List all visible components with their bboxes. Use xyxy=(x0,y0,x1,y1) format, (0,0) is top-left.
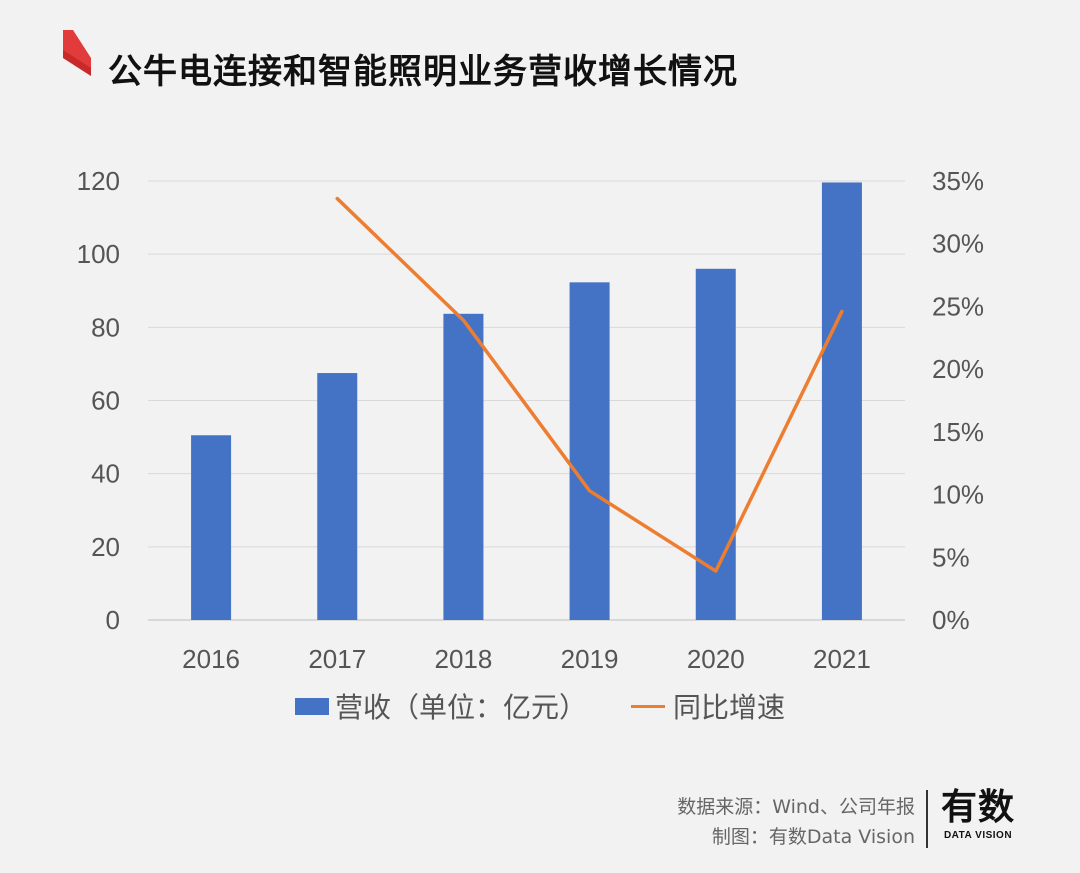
bar xyxy=(443,313,484,620)
source-line: 数据来源：Wind、公司年报 xyxy=(677,796,915,818)
source-note: 数据来源：Wind、公司年报 制图：有数Data Vision xyxy=(677,792,915,852)
y-right-tick-label: 20% xyxy=(932,354,984,384)
left-axis: 0 20 40 60 80 100 120 xyxy=(77,166,120,635)
y-right-tick-label: 25% xyxy=(932,291,984,321)
growth-line xyxy=(335,196,844,573)
right-axis: 0% 5% 10% 15% 20% 25% 30% 35% xyxy=(932,166,984,635)
x-tick-label: 2016 xyxy=(182,644,240,674)
page-title: 公牛电连接和智能照明业务营收增长情况 xyxy=(108,52,738,92)
legend-label-growth: 同比增速 xyxy=(673,691,786,724)
brand-logo-cn: 有数 xyxy=(940,787,1015,828)
bar xyxy=(191,435,232,620)
y-right-tick-label: 5% xyxy=(932,542,970,572)
y-left-tick-label: 20 xyxy=(91,532,120,562)
combo-chart: 0 20 40 60 80 100 120 0% 5% 10% 15% 20% 25% 30% 35% 2… xyxy=(77,166,984,674)
y-right-tick-label: 15% xyxy=(932,417,984,447)
revenue-bars xyxy=(191,182,862,621)
x-tick-label: 2020 xyxy=(687,644,745,674)
x-tick-label: 2021 xyxy=(813,644,871,674)
legend-label-revenue: 营收（单位：亿元） xyxy=(334,691,587,724)
growth-line-path xyxy=(335,196,844,573)
y-right-tick-label: 35% xyxy=(932,166,984,196)
legend: 营收（单位：亿元） 同比增速 xyxy=(0,686,1080,726)
x-tick-label: 2019 xyxy=(561,644,619,674)
bar xyxy=(821,182,862,621)
y-left-tick-label: 100 xyxy=(77,239,120,269)
header-accent-icon xyxy=(63,30,91,76)
bar xyxy=(317,373,358,620)
y-left-tick-label: 80 xyxy=(91,312,120,342)
brand-divider xyxy=(926,790,928,848)
legend-line-swatch xyxy=(631,704,665,708)
y-left-tick-label: 60 xyxy=(91,386,120,416)
y-right-tick-label: 0% xyxy=(932,605,970,635)
legend-item-revenue: 营收（单位：亿元） xyxy=(294,686,587,726)
y-left-tick-label: 120 xyxy=(77,166,120,196)
x-axis: 2016 2017 2018 2019 2020 2021 xyxy=(182,644,871,674)
y-right-tick-label: 10% xyxy=(932,480,984,510)
bar xyxy=(569,282,610,620)
y-left-tick-label: 40 xyxy=(91,459,120,489)
y-right-tick-label: 30% xyxy=(932,229,984,259)
x-tick-label: 2017 xyxy=(308,644,366,674)
y-left-tick-label: 0 xyxy=(106,605,120,635)
legend-item-growth: 同比增速 xyxy=(631,686,785,726)
brand-logo: 有数 DATA VISION xyxy=(938,786,1018,841)
gridlines xyxy=(148,180,905,621)
legend-bar-swatch xyxy=(294,697,329,715)
brand-logo-en: DATA VISION xyxy=(943,830,1013,841)
credit-line: 制图：有数Data Vision xyxy=(711,826,915,848)
x-tick-label: 2018 xyxy=(434,644,492,674)
